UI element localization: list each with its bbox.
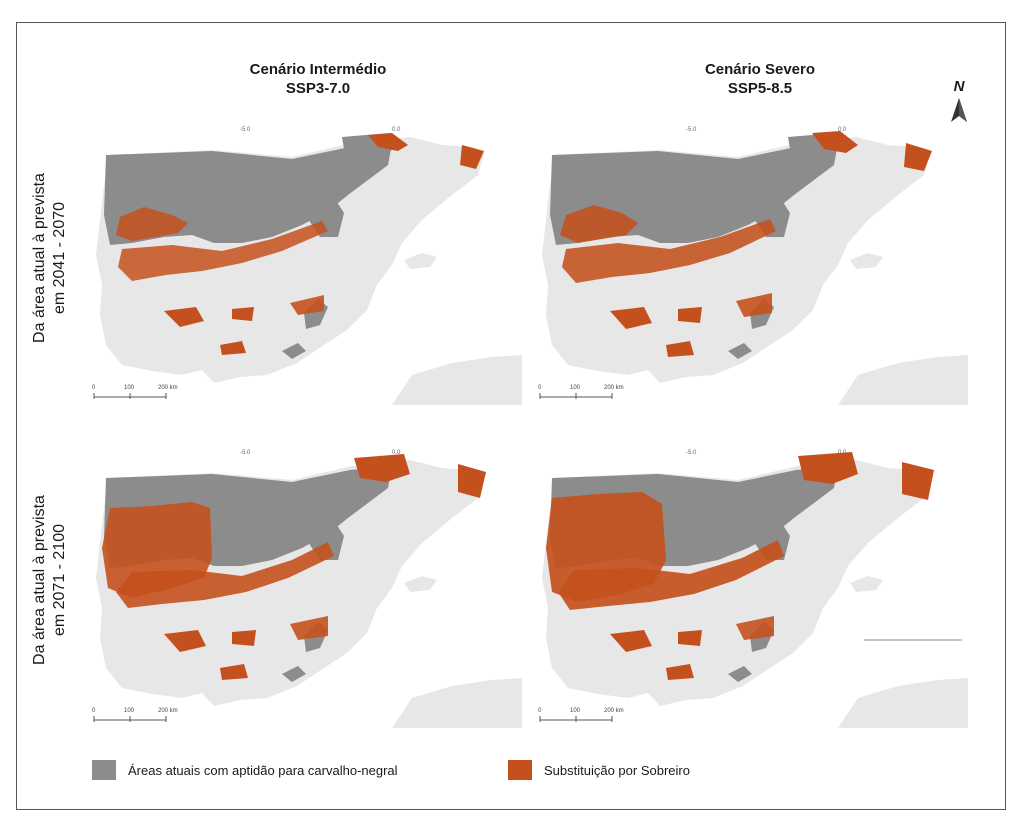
- iberia-map: -5.0 0.0 0 100 200 km: [92, 448, 522, 728]
- scale-label-100: 100: [570, 385, 581, 391]
- lon-tick-left: -5.0: [240, 127, 251, 133]
- scale-label-200: 200 km: [158, 708, 178, 714]
- lon-tick-right: 0.0: [392, 127, 401, 133]
- scale-label-0: 0: [538, 385, 542, 391]
- column-title-intermediate: Cenário Intermédio SSP3-7.0: [218, 60, 418, 98]
- legend-label: Áreas atuais com aptidão para carvalho-n…: [128, 762, 398, 778]
- scenario-label: Cenário Intermédio: [249, 61, 387, 78]
- row-title-2071: Da área atual à prevista em 2071 - 2100: [30, 430, 70, 730]
- lon-tick-right: 0.0: [838, 127, 847, 133]
- legend-item-current-areas: Áreas atuais com aptidão para carvalho-n…: [92, 760, 398, 780]
- lon-tick-right: 0.0: [392, 450, 401, 456]
- iberia-map: -5.0 0.0 0 100 200 km: [538, 125, 968, 405]
- lon-tick-left: -5.0: [686, 127, 697, 133]
- row-line2: em 2041 - 2070: [51, 201, 68, 315]
- scale-label-0: 0: [92, 385, 96, 391]
- legend-swatch-grey: [92, 760, 116, 780]
- scale-label-200: 200 km: [604, 708, 624, 714]
- figure-frame: [16, 22, 1006, 810]
- lon-tick-left: -5.0: [240, 450, 251, 456]
- map-panel-intermediate-2041: -5.0 0.0 0 100 200 km: [92, 125, 522, 405]
- scale-label-200: 200 km: [604, 385, 624, 391]
- scale-label-100: 100: [124, 385, 135, 391]
- lon-tick-right: 0.0: [838, 450, 847, 456]
- legend-item-replacement: Substituição por Sobreiro: [508, 760, 690, 780]
- row-line1: Da área atual à prevista: [31, 173, 48, 343]
- north-label: N: [953, 78, 965, 95]
- scale-label-100: 100: [124, 708, 135, 714]
- column-title-severe: Cenário Severo SSP5-8.5: [660, 60, 860, 98]
- iberia-map: -5.0 0.0 0 100 200 km: [538, 448, 968, 728]
- north-arrow: N: [948, 78, 970, 126]
- map-panel-severe-2071: -5.0 0.0 0 100 200 km: [538, 448, 968, 728]
- legend-label: Substituição por Sobreiro: [544, 762, 690, 778]
- ssp-label: SSP5-8.5: [727, 80, 793, 97]
- ssp-label: SSP3-7.0: [285, 80, 351, 97]
- map-panel-severe-2041: -5.0 0.0 0 100 200 km: [538, 125, 968, 405]
- legend-swatch-orange: [508, 760, 532, 780]
- north-arrow-icon: [951, 98, 967, 122]
- row-line1: Da área atual à prevista: [31, 495, 48, 665]
- scale-label-200: 200 km: [158, 385, 178, 391]
- lon-tick-left: -5.0: [686, 450, 697, 456]
- row-line2: em 2071 - 2100: [51, 523, 68, 637]
- scale-label-100: 100: [570, 708, 581, 714]
- scenario-label: Cenário Severo: [704, 61, 816, 78]
- row-title-2041: Da área atual à prevista em 2041 - 2070: [30, 108, 70, 408]
- map-panel-intermediate-2071: -5.0 0.0 0 100 200 km: [92, 448, 522, 728]
- iberia-map: -5.0 0.0 0 100 200 km: [92, 125, 522, 405]
- scale-label-0: 0: [92, 708, 96, 714]
- scale-label-0: 0: [538, 708, 542, 714]
